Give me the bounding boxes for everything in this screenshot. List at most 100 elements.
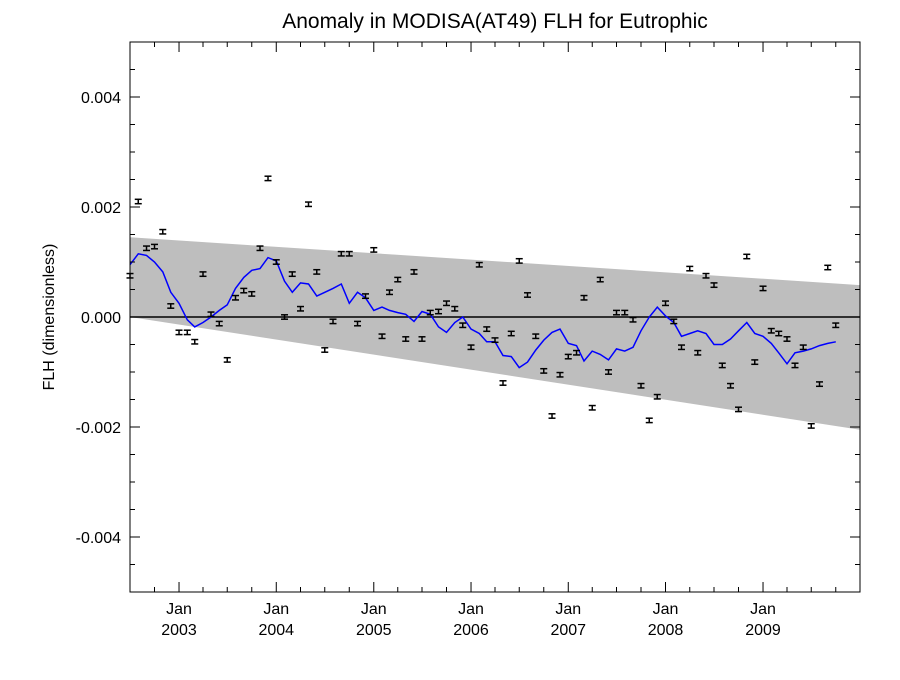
anomaly-point xyxy=(435,308,443,315)
anomaly-point xyxy=(402,336,410,342)
anomaly-point xyxy=(670,318,678,325)
anomaly-point xyxy=(459,322,467,329)
anomaly-point xyxy=(183,329,191,336)
y-tick-label: -0.004 xyxy=(76,530,121,547)
x-tick-label-month: Jan xyxy=(166,601,192,618)
x-tick-label-year: 2009 xyxy=(745,622,781,639)
anomaly-point xyxy=(767,327,775,334)
anomaly-point xyxy=(604,369,612,375)
anomaly-point xyxy=(281,314,289,320)
anomaly-point xyxy=(759,285,767,292)
anomaly-point xyxy=(735,406,743,413)
anomaly-point xyxy=(653,393,661,400)
anomaly-point xyxy=(645,417,653,424)
anomaly-point xyxy=(573,349,581,356)
anomaly-point xyxy=(313,268,321,275)
anomaly-point xyxy=(175,329,183,336)
chart-title: Anomaly in MODISA(AT49) FLH for Eutrophi… xyxy=(282,10,708,33)
anomaly-point xyxy=(418,336,426,342)
anomaly-point xyxy=(727,382,735,389)
anomaly-point xyxy=(240,287,248,294)
anomaly-point xyxy=(807,422,815,429)
x-tick-label-month: Jan xyxy=(361,601,387,618)
x-tick-label-month: Jan xyxy=(750,601,776,618)
anomaly-point xyxy=(824,264,832,271)
anomaly-point xyxy=(256,245,264,252)
anomaly-point xyxy=(775,330,783,337)
anomaly-point xyxy=(548,413,556,419)
y-axis-label: FLH (dimensionless) xyxy=(41,244,58,391)
anomaly-point xyxy=(580,294,588,301)
anomaly-point xyxy=(483,326,491,333)
anomaly-point xyxy=(272,259,280,265)
x-tick-label-year: 2005 xyxy=(356,622,392,639)
anomaly-point xyxy=(507,330,515,337)
anomaly-point xyxy=(248,290,256,297)
anomaly-point xyxy=(321,347,329,353)
anomaly-point xyxy=(564,353,572,360)
x-tick-label-year: 2006 xyxy=(453,622,489,639)
anomaly-point xyxy=(491,337,499,344)
anomaly-point xyxy=(686,265,694,272)
x-tick-label-year: 2008 xyxy=(648,622,684,639)
anomaly-point xyxy=(588,404,596,411)
anomaly-point xyxy=(540,367,548,374)
anomaly-point xyxy=(167,303,175,309)
y-tick-label: 0.002 xyxy=(81,200,121,217)
y-tick-label: 0.000 xyxy=(81,310,121,327)
anomaly-point xyxy=(264,175,272,182)
anomaly-point xyxy=(378,333,386,340)
anomaly-point xyxy=(532,333,540,340)
anomaly-point xyxy=(329,318,337,325)
trend-confidence-band xyxy=(130,237,860,430)
anomaly-point xyxy=(410,268,418,275)
anomaly-point xyxy=(524,292,532,298)
anomaly-point xyxy=(426,309,434,316)
anomaly-point xyxy=(816,381,824,388)
anomaly-point xyxy=(556,371,564,378)
anomaly-point xyxy=(191,338,199,345)
anomaly-point xyxy=(394,276,402,283)
x-tick-label-month: Jan xyxy=(263,601,289,618)
anomaly-point xyxy=(354,320,362,327)
x-tick-label-year: 2007 xyxy=(550,622,586,639)
anomaly-point xyxy=(832,322,840,329)
anomaly-point xyxy=(207,311,215,318)
anomaly-point xyxy=(362,293,370,300)
anomaly-point xyxy=(370,246,378,253)
anomaly-point xyxy=(718,362,726,369)
anomaly-point xyxy=(637,382,645,389)
anomaly-point xyxy=(151,243,159,250)
anomaly-point xyxy=(799,344,807,351)
anomaly-point xyxy=(710,282,718,289)
anomaly-point xyxy=(345,250,353,257)
anomaly-point xyxy=(199,271,207,278)
anomaly-point xyxy=(515,257,523,264)
anomaly-point xyxy=(305,201,313,208)
anomaly-point xyxy=(223,356,231,363)
anomaly-point xyxy=(159,228,167,235)
anomaly-point xyxy=(791,362,799,369)
anomaly-point xyxy=(612,309,620,316)
anomaly-point xyxy=(677,344,685,351)
anomaly-point xyxy=(596,276,604,283)
anomaly-point xyxy=(783,336,791,342)
anomaly-point xyxy=(134,198,142,205)
smoothed-anomaly-line xyxy=(129,252,836,369)
x-tick-label-month: Jan xyxy=(555,601,581,618)
y-tick-label: -0.002 xyxy=(76,420,121,437)
anomaly-point xyxy=(499,380,507,386)
x-tick-label-month: Jan xyxy=(458,601,484,618)
anomaly-point xyxy=(751,359,759,366)
anomaly-point xyxy=(475,261,483,268)
anomaly-point xyxy=(621,309,629,316)
x-tick-label-month: Jan xyxy=(653,601,679,618)
x-tick-label-year: 2004 xyxy=(258,622,294,639)
anomaly-point xyxy=(337,250,345,257)
anomaly-point xyxy=(662,300,670,307)
anomaly-point xyxy=(143,245,151,252)
anomaly-point xyxy=(288,271,296,278)
anomaly-point xyxy=(451,305,459,312)
